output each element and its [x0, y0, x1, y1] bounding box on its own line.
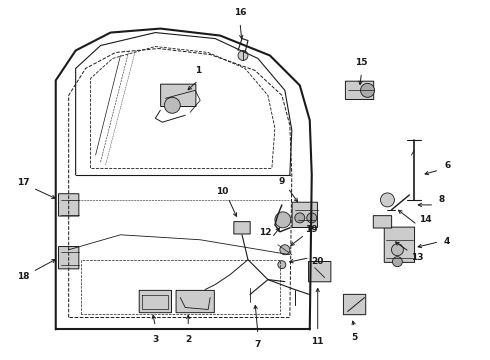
Text: 5: 5 [351, 333, 358, 342]
FancyBboxPatch shape [176, 291, 214, 313]
Text: 2: 2 [185, 335, 191, 344]
Text: 12: 12 [259, 228, 271, 237]
Text: 3: 3 [152, 335, 158, 344]
FancyBboxPatch shape [373, 216, 392, 228]
Text: 19: 19 [305, 225, 318, 234]
Circle shape [278, 261, 286, 269]
Text: 4: 4 [444, 237, 450, 246]
Circle shape [280, 245, 290, 255]
FancyBboxPatch shape [345, 81, 374, 99]
Circle shape [295, 213, 305, 223]
FancyBboxPatch shape [234, 222, 250, 234]
FancyBboxPatch shape [58, 247, 79, 269]
FancyBboxPatch shape [343, 294, 366, 315]
FancyBboxPatch shape [384, 227, 415, 262]
Text: 1: 1 [195, 66, 201, 75]
FancyBboxPatch shape [309, 261, 331, 282]
Circle shape [164, 97, 180, 113]
Text: 6: 6 [444, 161, 450, 170]
Text: 20: 20 [312, 257, 324, 266]
Text: 17: 17 [17, 179, 29, 188]
Text: 16: 16 [234, 8, 246, 17]
Text: 10: 10 [216, 188, 228, 197]
Text: 14: 14 [419, 215, 432, 224]
Circle shape [238, 50, 248, 60]
Text: 7: 7 [255, 340, 261, 349]
Circle shape [307, 213, 317, 223]
FancyBboxPatch shape [58, 194, 79, 216]
Text: 15: 15 [355, 58, 368, 67]
FancyBboxPatch shape [161, 84, 196, 107]
Text: 13: 13 [411, 253, 423, 262]
Circle shape [361, 84, 374, 97]
Text: 18: 18 [17, 272, 29, 281]
Text: 8: 8 [438, 195, 444, 204]
Text: 9: 9 [279, 177, 285, 186]
Circle shape [392, 257, 402, 267]
Circle shape [392, 244, 403, 256]
Text: 11: 11 [312, 337, 324, 346]
FancyBboxPatch shape [292, 202, 318, 228]
Circle shape [275, 212, 291, 228]
Circle shape [380, 193, 394, 207]
FancyBboxPatch shape [139, 291, 172, 313]
